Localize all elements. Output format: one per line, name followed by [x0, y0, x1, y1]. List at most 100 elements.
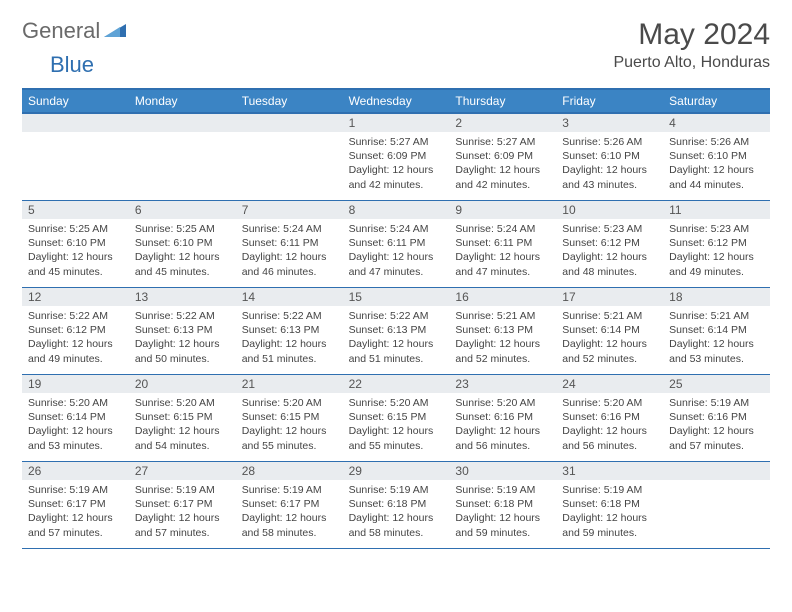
- daylight-text-1: Daylight: 12 hours: [28, 250, 123, 264]
- daylight-text-2: and 42 minutes.: [349, 178, 444, 192]
- day-number: 10: [556, 201, 663, 219]
- daylight-text-1: Daylight: 12 hours: [135, 337, 230, 351]
- sunset-text: Sunset: 6:17 PM: [28, 497, 123, 511]
- sunset-text: Sunset: 6:09 PM: [349, 149, 444, 163]
- day-header-row: SundayMondayTuesdayWednesdayThursdayFrid…: [22, 88, 770, 114]
- day-header-cell: Thursday: [449, 90, 556, 112]
- day-body: Sunrise: 5:22 AMSunset: 6:13 PMDaylight:…: [343, 306, 450, 372]
- day-number: [236, 114, 343, 132]
- daylight-text-2: and 52 minutes.: [455, 352, 550, 366]
- sunset-text: Sunset: 6:13 PM: [242, 323, 337, 337]
- day-number: 12: [22, 288, 129, 306]
- day-body: Sunrise: 5:20 AMSunset: 6:16 PMDaylight:…: [556, 393, 663, 459]
- day-cell: 20Sunrise: 5:20 AMSunset: 6:15 PMDayligh…: [129, 375, 236, 461]
- daylight-text-1: Daylight: 12 hours: [28, 337, 123, 351]
- day-body: Sunrise: 5:20 AMSunset: 6:16 PMDaylight:…: [449, 393, 556, 459]
- sunrise-text: Sunrise: 5:26 AM: [562, 135, 657, 149]
- daylight-text-2: and 47 minutes.: [349, 265, 444, 279]
- day-number: 23: [449, 375, 556, 393]
- week-row: 19Sunrise: 5:20 AMSunset: 6:14 PMDayligh…: [22, 375, 770, 462]
- day-cell: 27Sunrise: 5:19 AMSunset: 6:17 PMDayligh…: [129, 462, 236, 548]
- daylight-text-1: Daylight: 12 hours: [349, 511, 444, 525]
- daylight-text-1: Daylight: 12 hours: [455, 337, 550, 351]
- sunset-text: Sunset: 6:12 PM: [28, 323, 123, 337]
- day-cell: 26Sunrise: 5:19 AMSunset: 6:17 PMDayligh…: [22, 462, 129, 548]
- daylight-text-1: Daylight: 12 hours: [562, 250, 657, 264]
- day-body: Sunrise: 5:24 AMSunset: 6:11 PMDaylight:…: [343, 219, 450, 285]
- daylight-text-1: Daylight: 12 hours: [135, 424, 230, 438]
- calendar: SundayMondayTuesdayWednesdayThursdayFrid…: [22, 88, 770, 549]
- day-number: 31: [556, 462, 663, 480]
- daylight-text-1: Daylight: 12 hours: [455, 163, 550, 177]
- sunrise-text: Sunrise: 5:19 AM: [242, 483, 337, 497]
- day-body: Sunrise: 5:19 AMSunset: 6:17 PMDaylight:…: [236, 480, 343, 546]
- day-cell: 13Sunrise: 5:22 AMSunset: 6:13 PMDayligh…: [129, 288, 236, 374]
- sunrise-text: Sunrise: 5:20 AM: [455, 396, 550, 410]
- daylight-text-2: and 56 minutes.: [455, 439, 550, 453]
- day-number: 25: [663, 375, 770, 393]
- day-cell: 17Sunrise: 5:21 AMSunset: 6:14 PMDayligh…: [556, 288, 663, 374]
- daylight-text-1: Daylight: 12 hours: [669, 424, 764, 438]
- daylight-text-1: Daylight: 12 hours: [455, 424, 550, 438]
- daylight-text-2: and 59 minutes.: [455, 526, 550, 540]
- day-body: Sunrise: 5:22 AMSunset: 6:13 PMDaylight:…: [236, 306, 343, 372]
- sunrise-text: Sunrise: 5:20 AM: [562, 396, 657, 410]
- day-number: 20: [129, 375, 236, 393]
- sunset-text: Sunset: 6:17 PM: [242, 497, 337, 511]
- daylight-text-2: and 54 minutes.: [135, 439, 230, 453]
- sunrise-text: Sunrise: 5:24 AM: [242, 222, 337, 236]
- sunset-text: Sunset: 6:09 PM: [455, 149, 550, 163]
- sunrise-text: Sunrise: 5:22 AM: [28, 309, 123, 323]
- sunrise-text: Sunrise: 5:19 AM: [135, 483, 230, 497]
- sunrise-text: Sunrise: 5:21 AM: [669, 309, 764, 323]
- daylight-text-1: Daylight: 12 hours: [135, 250, 230, 264]
- day-body: Sunrise: 5:24 AMSunset: 6:11 PMDaylight:…: [449, 219, 556, 285]
- sunrise-text: Sunrise: 5:24 AM: [349, 222, 444, 236]
- day-cell: 31Sunrise: 5:19 AMSunset: 6:18 PMDayligh…: [556, 462, 663, 548]
- sunrise-text: Sunrise: 5:22 AM: [135, 309, 230, 323]
- daylight-text-1: Daylight: 12 hours: [562, 337, 657, 351]
- day-cell: [236, 114, 343, 200]
- day-cell: 18Sunrise: 5:21 AMSunset: 6:14 PMDayligh…: [663, 288, 770, 374]
- logo-triangle-icon: [104, 21, 126, 42]
- sunset-text: Sunset: 6:13 PM: [349, 323, 444, 337]
- day-cell: 3Sunrise: 5:26 AMSunset: 6:10 PMDaylight…: [556, 114, 663, 200]
- daylight-text-1: Daylight: 12 hours: [242, 424, 337, 438]
- daylight-text-2: and 56 minutes.: [562, 439, 657, 453]
- month-title: May 2024: [613, 18, 770, 52]
- daylight-text-2: and 48 minutes.: [562, 265, 657, 279]
- sunrise-text: Sunrise: 5:21 AM: [562, 309, 657, 323]
- day-number: 11: [663, 201, 770, 219]
- day-number: 5: [22, 201, 129, 219]
- day-header-cell: Monday: [129, 90, 236, 112]
- sunset-text: Sunset: 6:11 PM: [242, 236, 337, 250]
- sunset-text: Sunset: 6:12 PM: [669, 236, 764, 250]
- sunset-text: Sunset: 6:12 PM: [562, 236, 657, 250]
- day-cell: 2Sunrise: 5:27 AMSunset: 6:09 PMDaylight…: [449, 114, 556, 200]
- sunset-text: Sunset: 6:10 PM: [669, 149, 764, 163]
- sunset-text: Sunset: 6:15 PM: [242, 410, 337, 424]
- day-number: 4: [663, 114, 770, 132]
- daylight-text-1: Daylight: 12 hours: [135, 511, 230, 525]
- sunrise-text: Sunrise: 5:19 AM: [28, 483, 123, 497]
- day-body: Sunrise: 5:23 AMSunset: 6:12 PMDaylight:…: [663, 219, 770, 285]
- day-cell: 29Sunrise: 5:19 AMSunset: 6:18 PMDayligh…: [343, 462, 450, 548]
- sunrise-text: Sunrise: 5:24 AM: [455, 222, 550, 236]
- day-body: Sunrise: 5:27 AMSunset: 6:09 PMDaylight:…: [449, 132, 556, 198]
- sunset-text: Sunset: 6:11 PM: [349, 236, 444, 250]
- sunset-text: Sunset: 6:14 PM: [28, 410, 123, 424]
- day-body: Sunrise: 5:27 AMSunset: 6:09 PMDaylight:…: [343, 132, 450, 198]
- day-number: 18: [663, 288, 770, 306]
- sunrise-text: Sunrise: 5:19 AM: [349, 483, 444, 497]
- day-number: 3: [556, 114, 663, 132]
- daylight-text-1: Daylight: 12 hours: [562, 163, 657, 177]
- daylight-text-2: and 59 minutes.: [562, 526, 657, 540]
- day-cell: 8Sunrise: 5:24 AMSunset: 6:11 PMDaylight…: [343, 201, 450, 287]
- daylight-text-1: Daylight: 12 hours: [349, 163, 444, 177]
- daylight-text-2: and 45 minutes.: [135, 265, 230, 279]
- day-cell: 19Sunrise: 5:20 AMSunset: 6:14 PMDayligh…: [22, 375, 129, 461]
- daylight-text-1: Daylight: 12 hours: [455, 250, 550, 264]
- daylight-text-2: and 50 minutes.: [135, 352, 230, 366]
- daylight-text-2: and 44 minutes.: [669, 178, 764, 192]
- day-number: 26: [22, 462, 129, 480]
